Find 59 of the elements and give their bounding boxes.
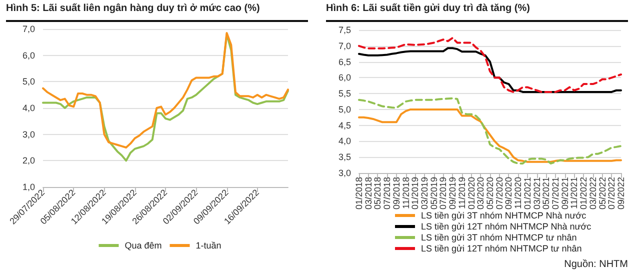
x-tick-label: 07/2019 xyxy=(438,177,448,210)
x-tick-label: 03/2018 xyxy=(363,177,374,210)
x-tick-label: 01/2022 xyxy=(578,177,589,210)
x-tick-label: 11/2019 xyxy=(456,177,467,209)
x-tick-label: 01/2021 xyxy=(522,177,532,210)
x-tick-label: 01/2019 xyxy=(410,177,420,210)
x-tick-label: 07/2020 xyxy=(494,177,504,210)
x-tick-label: 09/2021 xyxy=(560,177,570,210)
x-tick-label: 09/2018 xyxy=(391,177,402,210)
legend-label: 1-tuần xyxy=(196,240,222,250)
y-tick-label: 6,0 xyxy=(338,72,351,83)
x-tick-label: 01/2018 xyxy=(354,177,364,210)
x-tick-label: 03/2021 xyxy=(532,177,542,210)
y-tick-label: 5,5 xyxy=(338,88,351,99)
x-tick-label: 11/2021 xyxy=(569,177,580,209)
x-tick-label: 01/2020 xyxy=(466,177,476,210)
legend-label: Qua đêm xyxy=(124,240,162,250)
x-tick-label: 03/2020 xyxy=(476,177,486,210)
y-tick-label: 7,0 xyxy=(338,40,351,51)
x-tick-label: 09/2020 xyxy=(504,177,514,210)
chart-title: Hình 6: Lãi suất tiền gửi duy trì đà tăng (%) xyxy=(326,3,530,14)
x-tick-label: 11/2018 xyxy=(400,177,411,209)
y-tick-label: 6,0 xyxy=(22,50,35,60)
x-tick-label: 11/2020 xyxy=(513,177,524,209)
y-tick-label: 7,5 xyxy=(338,25,351,35)
x-tick-label: 09/2019 xyxy=(448,177,458,210)
y-tick-label: 3,5 xyxy=(338,152,351,162)
y-tick-label: 2,0 xyxy=(22,156,35,166)
legend-label: LS tiền gửi 3T nhóm NHTMCP tư nhân xyxy=(421,232,577,242)
line-series xyxy=(358,108,622,163)
y-tick-label: 1,0 xyxy=(22,182,35,192)
y-tick-label: 5,0 xyxy=(338,104,351,114)
x-tick-label: 07/2021 xyxy=(550,177,560,210)
y-tick-label: 4,5 xyxy=(338,120,351,130)
chart-title: Hình 5: Lãi suất liên ngân hàng duy trì ở mức cao (%) xyxy=(6,3,260,14)
legend-label: LS tiền gửi 3T nhóm NHTMCP Nhà nước xyxy=(421,210,587,220)
legend-label: LS tiền gửi 12T nhóm NHTMCP tư nhân xyxy=(421,244,582,254)
y-tick-label: 5,0 xyxy=(22,76,35,87)
x-tick-label: 05/2018 xyxy=(372,177,383,210)
x-tick-label: 03/2019 xyxy=(420,177,430,210)
x-tick-label: 03/2022 xyxy=(588,177,598,210)
y-tick-label: 6,5 xyxy=(338,56,351,67)
x-tick-label: 07/2018 xyxy=(382,177,392,210)
line-series xyxy=(358,47,622,93)
line-series xyxy=(358,97,622,164)
x-tick-label: 07/2022 xyxy=(606,177,617,210)
text: Nguồn: NHTM xyxy=(564,259,628,270)
y-tick-label: 3,0 xyxy=(22,129,35,140)
x-tick-label: 05/2019 xyxy=(428,177,439,210)
line-series xyxy=(358,36,622,93)
y-tick-label: 4,0 xyxy=(22,103,35,113)
y-tick-label: 3,0 xyxy=(338,168,351,178)
x-tick-label: 05/2022 xyxy=(597,177,608,210)
legend-label: LS tiền gửi 12T nhóm NHTMCP Nhà nước xyxy=(421,222,592,232)
y-tick-label: 4,0 xyxy=(338,136,351,146)
x-tick-label: 05/2020 xyxy=(485,177,495,210)
y-tick-label: 7,0 xyxy=(22,24,35,34)
x-tick-label: 05/2021 xyxy=(541,177,552,210)
x-tick-label: 09/2022 xyxy=(616,177,626,210)
